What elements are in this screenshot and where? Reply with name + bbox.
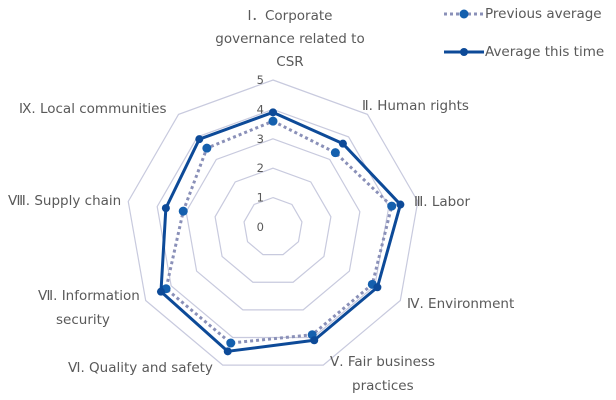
- solid-line-marker-icon: [444, 48, 484, 56]
- series-average-this-time: [156, 108, 405, 356]
- data-point: [202, 143, 212, 153]
- axis-label-2: Ⅱ. Human rights: [362, 98, 469, 114]
- data-point: [156, 287, 165, 296]
- data-point: [269, 108, 277, 117]
- axis-labels: Ⅰ．Corporate governance related to CSR Ⅱ. Hu…: [8, 8, 514, 394]
- tick-label: 5: [257, 73, 264, 87]
- grid-ring-2: [214, 167, 332, 283]
- tick-label: 1: [257, 191, 264, 205]
- tick-label: 0: [257, 220, 264, 234]
- grid-ring-3: [185, 138, 361, 311]
- axis-label-7: Ⅶ. Information security: [38, 288, 140, 328]
- legend-label: Average this time: [485, 44, 605, 60]
- axis-label-8: Ⅷ. Supply chain: [8, 193, 121, 209]
- axis-label-4: Ⅳ. Environment: [407, 296, 514, 312]
- data-point: [178, 206, 188, 216]
- data-point: [268, 116, 278, 126]
- legend-item-average-this-time: Average this time: [442, 42, 616, 62]
- series-previous-average: [161, 116, 397, 348]
- axis-label-9: Ⅸ. Local communities: [19, 101, 166, 117]
- tick-label: 3: [257, 132, 264, 146]
- tick-label: 2: [257, 161, 264, 175]
- data-point: [396, 200, 405, 209]
- legend-label: Previous average: [485, 6, 602, 22]
- series-line: [164, 119, 394, 345]
- data-point: [195, 135, 204, 144]
- grid-ring-4: [156, 108, 390, 339]
- data-point: [330, 148, 340, 158]
- radial-tick-labels: 0 1 2 3 4 5: [257, 73, 264, 234]
- series-line: [159, 110, 402, 353]
- grid-ring-1: [243, 196, 303, 256]
- axis-label-3: Ⅲ. Labor: [414, 194, 471, 210]
- data-point: [387, 201, 397, 211]
- tick-label: 4: [257, 102, 264, 116]
- grid-ring-5: [127, 79, 419, 366]
- data-point: [338, 139, 347, 148]
- data-point: [373, 283, 382, 292]
- data-point: [226, 338, 236, 348]
- data-series: [156, 108, 405, 356]
- axis-label-6: Ⅵ. Quality and safety: [68, 360, 213, 376]
- data-point: [223, 347, 232, 356]
- axis-label-5: Ⅴ. Fair business practices: [330, 354, 435, 394]
- legend: Previous average Average this time: [442, 4, 616, 80]
- data-point: [161, 204, 170, 213]
- dotted-line-marker-icon: [444, 9, 484, 19]
- legend-item-previous-average: Previous average: [442, 4, 616, 24]
- data-point: [310, 336, 319, 345]
- axis-label-1: Ⅰ．Corporate governance related to CSR: [215, 8, 364, 70]
